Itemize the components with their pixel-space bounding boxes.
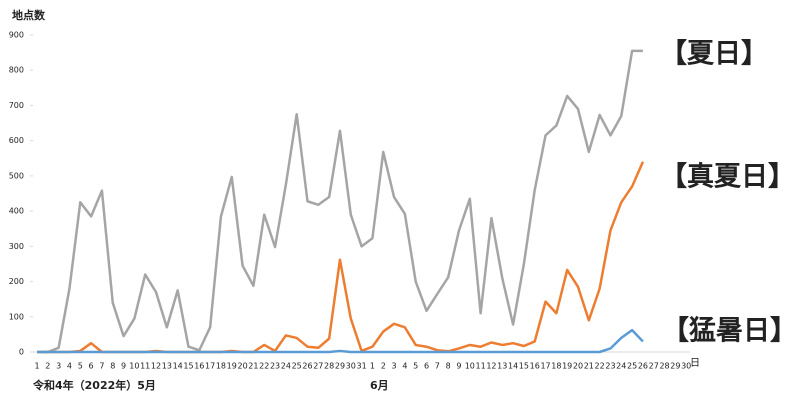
- x-tick-label: 23: [270, 362, 280, 371]
- x-tick-label: 10: [465, 362, 475, 371]
- x-tick-label: 7: [99, 362, 104, 371]
- x-tick-label: 2: [381, 362, 386, 371]
- series-label: 【猛暑日】: [662, 316, 797, 347]
- x-tick-label: 3: [56, 362, 61, 371]
- y-tick-label: 900: [9, 31, 24, 40]
- x-tick-label: 16: [194, 362, 204, 371]
- x-tick-label: 27: [649, 362, 659, 371]
- x-tick-label: 25: [292, 362, 302, 371]
- x-tick-label: 5: [413, 362, 418, 371]
- x-month-label: 6月: [370, 379, 389, 392]
- x-tick-label: 10: [129, 362, 139, 371]
- x-tick-label: 28: [659, 362, 669, 371]
- x-tick-label: 21: [248, 362, 258, 371]
- x-tick-label: 5: [78, 362, 83, 371]
- y-tick-label: 500: [9, 171, 24, 180]
- x-tick-label: 1: [370, 362, 375, 371]
- x-tick-label: 31: [357, 362, 367, 371]
- x-tick-label: 19: [562, 362, 572, 371]
- x-tick-label: 4: [67, 362, 72, 371]
- x-tick-label: 29: [670, 362, 680, 371]
- x-tick-label: 15: [183, 362, 193, 371]
- y-tick-label: 200: [9, 277, 24, 286]
- x-tick-label: 30: [346, 362, 356, 371]
- x-tick-label: 22: [259, 362, 269, 371]
- x-tick-label: 13: [162, 362, 172, 371]
- x-tick-label: 30: [681, 362, 691, 371]
- x-tick-label: 24: [281, 362, 291, 371]
- x-tick-label: 18: [216, 362, 226, 371]
- x-tick-label: 26: [638, 362, 648, 371]
- x-tick-label: 26: [302, 362, 312, 371]
- x-tick-label: 15: [519, 362, 529, 371]
- x-tick-label: 2: [45, 362, 50, 371]
- y-tick-label: 0: [19, 348, 24, 357]
- x-tick-label: 17: [540, 362, 550, 371]
- x-month-label: 令和4年（2022年）5月: [32, 378, 156, 392]
- x-tick-label: 9: [456, 362, 461, 371]
- x-tick-label: 12: [486, 362, 496, 371]
- series-label: 【真夏日】: [660, 162, 795, 193]
- x-tick-label: 8: [446, 362, 451, 371]
- y-tick-label: 400: [9, 207, 24, 216]
- x-tick-label: 27: [313, 362, 323, 371]
- x-tick-label: 24: [616, 362, 626, 371]
- x-tick-label: 9: [121, 362, 126, 371]
- x-tick-label: 6: [89, 362, 94, 371]
- x-tick-label: 7: [435, 362, 440, 371]
- x-tick-label: 6: [424, 362, 429, 371]
- x-tick-label: 13: [497, 362, 507, 371]
- x-tick-label: 21: [584, 362, 594, 371]
- y-tick-label: 100: [9, 312, 24, 321]
- x-tick-label: 14: [508, 362, 518, 371]
- x-tick-label: 3: [392, 362, 397, 371]
- x-tick-label: 17: [205, 362, 215, 371]
- x-tick-label: 11: [140, 362, 150, 371]
- x-tick-label: 12: [151, 362, 161, 371]
- x-tick-label: 20: [573, 362, 583, 371]
- x-tick-label: 19: [227, 362, 237, 371]
- x-tick-label: 1: [34, 362, 39, 371]
- x-tick-label: 16: [530, 362, 540, 371]
- y-axis-label: 地点数: [12, 8, 46, 22]
- x-tick-label: 29: [335, 362, 345, 371]
- x-tick-label: 28: [324, 362, 334, 371]
- y-tick-label: 600: [9, 136, 24, 145]
- x-tick-label: 4: [402, 362, 407, 371]
- x-tick-label: 14: [173, 362, 183, 371]
- series-line: [37, 328, 644, 354]
- x-tick-label: 20: [237, 362, 247, 371]
- x-tick-label: 23: [605, 362, 615, 371]
- x-tick-label: 11: [476, 362, 486, 371]
- x-tick-label: 8: [110, 362, 115, 371]
- series-line: [37, 49, 643, 354]
- x-unit-label: 日: [690, 358, 700, 369]
- x-tick-label: 18: [551, 362, 561, 371]
- series-label: 【夏日】: [660, 39, 768, 70]
- x-tick-label: 25: [627, 362, 637, 371]
- y-tick-label: 800: [9, 66, 24, 75]
- y-tick-label: 700: [9, 101, 24, 110]
- x-tick-label: 22: [595, 362, 605, 371]
- y-tick-label: 300: [9, 242, 24, 251]
